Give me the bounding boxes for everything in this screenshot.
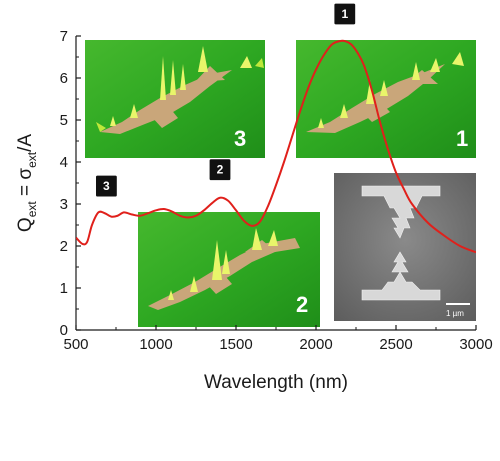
mode-1-field-inset: 1 [296, 40, 476, 158]
x-tick-label: 3000 [459, 336, 492, 353]
peak-marker-3: 3 [94, 174, 119, 198]
x-tick-label: 500 [63, 336, 88, 353]
x-axis-title: Wavelength (nm) [204, 372, 348, 393]
peak-marker-badge [208, 158, 232, 182]
y-tick-label: 3 [60, 196, 68, 213]
mode-2-field-inset: 2 [138, 212, 320, 327]
peak-marker-badge [94, 174, 119, 198]
peak-marker-2: 2 [208, 158, 232, 182]
x-tick-label: 1500 [219, 336, 252, 353]
y-tick-label: 7 [60, 28, 68, 45]
mode-1-label: 1 [456, 126, 468, 151]
y-tick-label: 0 [60, 322, 68, 339]
y-tick-label: 6 [60, 70, 68, 87]
sem-image-inset: 1 µm [334, 173, 476, 321]
y-tick-label: 5 [60, 112, 68, 129]
y-axis-title: Qext = σext/A [15, 134, 39, 232]
peak-marker-badge [333, 2, 357, 26]
x-tick-label: 1000 [139, 336, 172, 353]
peak-markers: 123 [94, 2, 357, 198]
y-axis-ticks: 0 1 2 3 4 5 6 7 [60, 28, 81, 339]
scale-bar-label: 1 µm [446, 309, 464, 318]
mode-3-label: 3 [234, 126, 246, 151]
y-tick-label: 1 [60, 280, 68, 297]
x-tick-label: 2500 [379, 336, 412, 353]
x-tick-label: 2000 [299, 336, 332, 353]
mode-2-label: 2 [296, 292, 308, 317]
peak-marker-label: 3 [103, 179, 110, 193]
y-tick-label: 4 [60, 154, 68, 171]
y-tick-label: 2 [60, 238, 68, 255]
peak-marker-label: 1 [341, 7, 348, 21]
mode-3-field-inset: 3 [85, 40, 265, 158]
extinction-series-line [76, 39, 476, 254]
x-axis-ticks: 500 1000 1500 2000 2500 3000 [63, 325, 493, 353]
peak-marker-1: 1 [333, 2, 357, 26]
peak-marker-label: 2 [217, 163, 224, 177]
